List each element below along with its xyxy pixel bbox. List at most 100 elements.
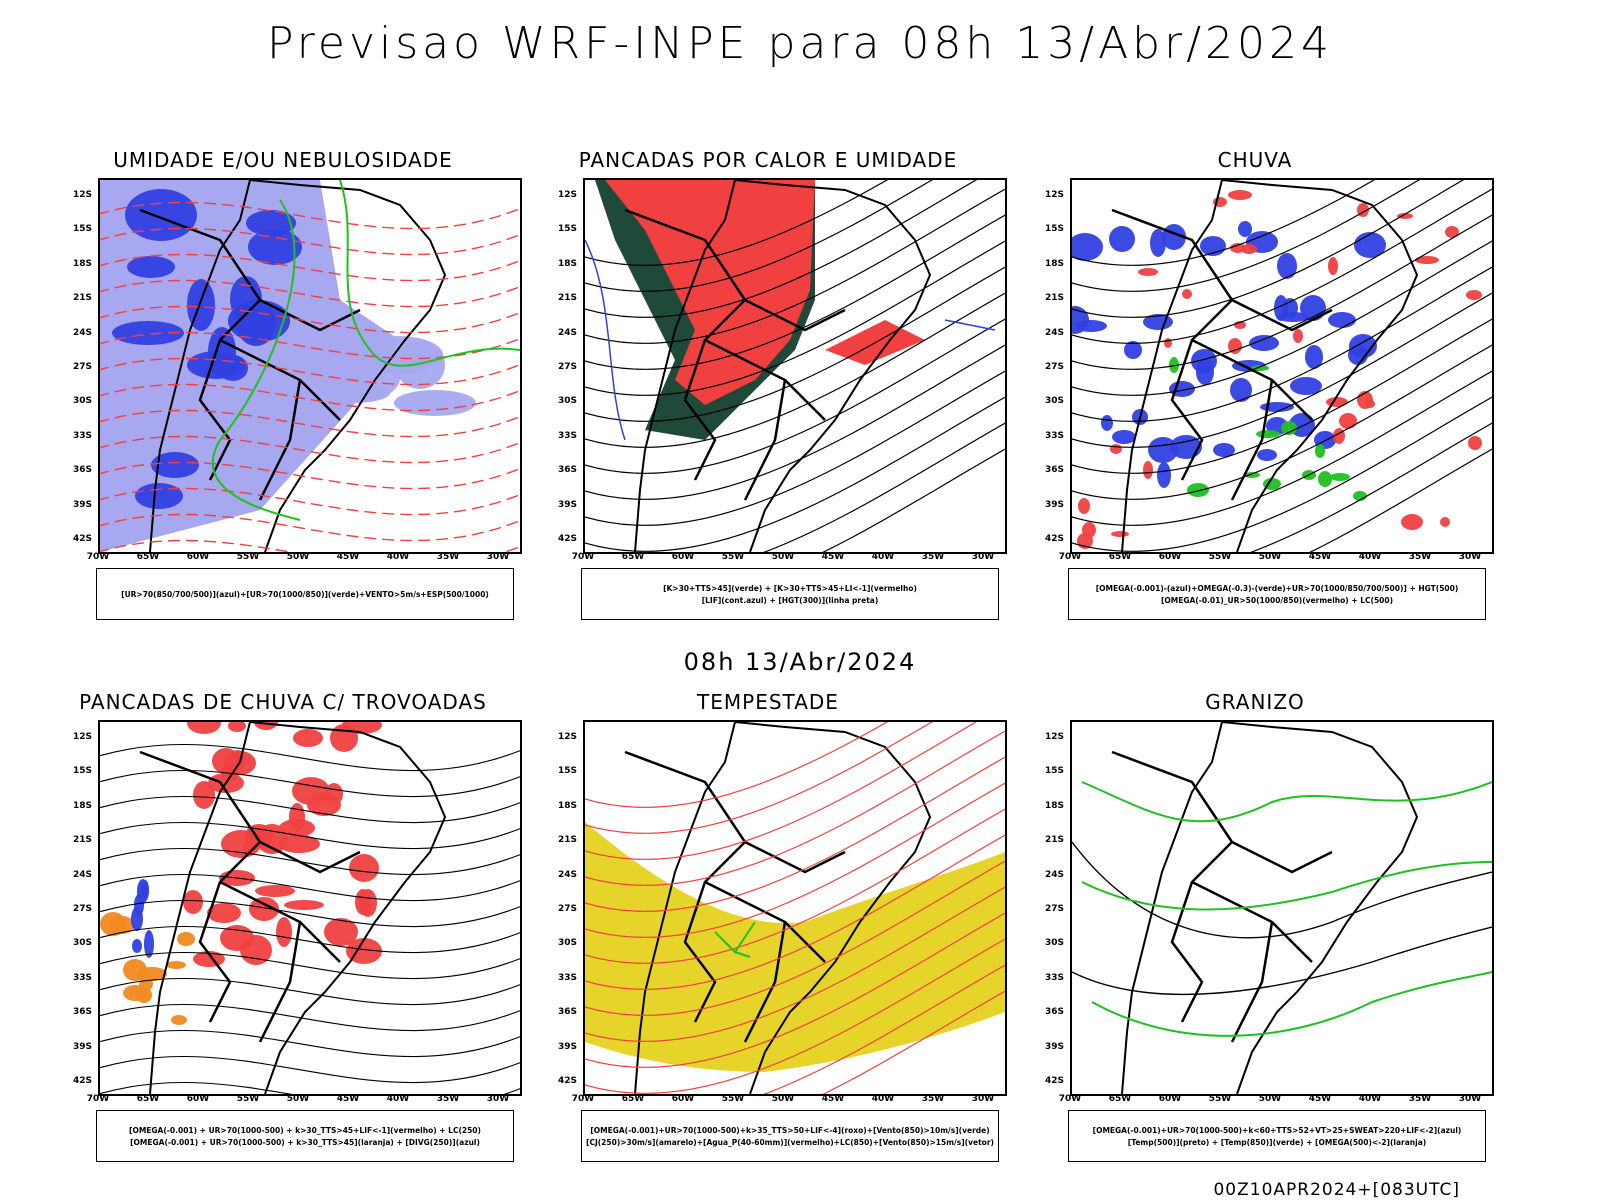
y-tick-label: 42S <box>557 1076 577 1086</box>
x-tick-label: 35W <box>1408 552 1432 562</box>
panel-legend: [OMEGA(-0.001)+UR>70(1000-500)+k<60+TTS>… <box>1068 1110 1486 1162</box>
y-tick-label: 24S <box>72 869 92 880</box>
y-tick-label: 12S <box>72 732 92 742</box>
y-tick-label: 30S <box>1044 396 1064 407</box>
y-tick-label: 15S <box>557 766 577 777</box>
x-tick-label: 40W <box>386 552 410 562</box>
y-tick-label: 18S <box>557 800 577 811</box>
panel-2: PANCADAS POR CALOR E UMIDADE 12S 15S 18S 21S… <box>533 148 1007 648</box>
x-tick-label: 55W <box>236 1094 260 1104</box>
legend-line-1: [OMEGA(-0.001)+UR>70(1000-500)+k<60+TTS>… <box>1092 1125 1462 1135</box>
y-tick-label: 15S <box>1044 224 1064 235</box>
panel-title: GRANIZO <box>1205 690 1305 714</box>
x-tick-label: 55W <box>1208 1094 1232 1104</box>
legend-line-2: [Temp(500)](preto) + [Temp(850)](verde) … <box>1127 1137 1427 1147</box>
x-tick-label: 40W <box>386 1094 410 1104</box>
x-tick-label: 35W <box>436 552 460 562</box>
panel-legend: [K>30+TTS>45](verde) + [K>30+TTS>45+LI<-… <box>581 568 999 620</box>
map-plot <box>1070 178 1494 554</box>
y-tick-label: 12S <box>1044 190 1064 200</box>
y-tick-label: 42S <box>1044 1076 1064 1086</box>
x-tick-label: 55W <box>236 552 260 562</box>
x-tick-label: 45W <box>821 1094 845 1104</box>
x-tick-label: 60W <box>1158 552 1182 562</box>
legend-line-2: [LIF](cont.azul) + [HGT(300)](linha pret… <box>701 595 879 605</box>
map-plot <box>1070 720 1494 1096</box>
y-tick-label: 42S <box>72 1076 92 1086</box>
y-tick-label: 15S <box>1044 766 1064 777</box>
y-tick-label: 15S <box>72 224 92 235</box>
x-tick-label: 30W <box>486 1094 510 1104</box>
panel-legend: [OMEGA(-0.001)+UR>70(1000-500)+k>35_TTS>… <box>581 1110 999 1162</box>
x-tick-label: 30W <box>1458 1094 1482 1104</box>
y-tick-label: 36S <box>72 1007 92 1018</box>
y-tick-label: 27S <box>1044 362 1064 372</box>
y-tick-label: 33S <box>557 972 577 983</box>
x-tick-label: 55W <box>721 552 745 562</box>
panel-4: PANCADAS DE CHUVA C/ TROVOADAS 12S 15S 18S 2… <box>48 690 522 1190</box>
y-tick-label: 21S <box>1044 293 1064 304</box>
x-tick-label: 50W <box>286 1094 310 1104</box>
map-canvas <box>1072 180 1492 552</box>
x-tick-label: 50W <box>771 552 795 562</box>
legend-line-2: [OMEGA(-0.01)_UR>50(1000/850)(vermelho) … <box>1160 595 1394 605</box>
x-tick-label: 35W <box>1408 1094 1432 1104</box>
y-tick-label: 12S <box>557 732 577 742</box>
x-tick-label: 65W <box>1108 1094 1132 1104</box>
y-tick-label: 39S <box>1044 1041 1064 1052</box>
x-tick-label: 45W <box>336 1094 360 1104</box>
map-canvas <box>1072 722 1492 1094</box>
x-tick-label: 60W <box>671 552 695 562</box>
x-tick-label: 50W <box>1258 552 1282 562</box>
y-tick-label: 27S <box>557 904 577 914</box>
y-tick-label: 21S <box>72 835 92 846</box>
panel-legend: [OMEGA(-0.001) + UR>70(1000-500) + k>30_… <box>96 1110 514 1162</box>
x-tick-label: 30W <box>971 1094 995 1104</box>
x-tick-label: 65W <box>621 1094 645 1104</box>
y-tick-label: 18S <box>1044 258 1064 269</box>
y-tick-label: 12S <box>557 190 577 200</box>
panel-3: CHUVA 12S 15S 18S 21S 24S 27S 30S 33S 36S 39S 42S 70… <box>1020 148 1494 648</box>
y-tick-label: 12S <box>72 190 92 200</box>
panel-title: UMIDADE E/OU NEBULOSIDADE <box>113 148 453 172</box>
map-plot <box>583 178 1007 554</box>
map-canvas <box>585 722 1005 1094</box>
y-tick-label: 33S <box>557 430 577 441</box>
y-tick-label: 39S <box>557 1041 577 1052</box>
panel-title: CHUVA <box>1217 148 1293 172</box>
y-tick-label: 21S <box>1044 835 1064 846</box>
x-tick-label: 70W <box>571 552 595 562</box>
x-tick-label: 45W <box>821 552 845 562</box>
y-tick-label: 15S <box>72 766 92 777</box>
main-title: Previsao WRF-INPE para 08h 13/Abr/2024 <box>266 18 1333 69</box>
y-tick-label: 27S <box>72 904 92 914</box>
x-tick-label: 50W <box>771 1094 795 1104</box>
map-canvas <box>585 180 1005 552</box>
x-tick-label: 65W <box>1108 552 1132 562</box>
x-tick-label: 55W <box>1208 552 1232 562</box>
y-tick-label: 33S <box>72 972 92 983</box>
y-tick-label: 42S <box>557 534 577 544</box>
y-tick-label: 42S <box>72 534 92 544</box>
valid-time-title: 08h 13/Abr/2024 <box>683 648 917 676</box>
x-tick-label: 60W <box>186 552 210 562</box>
y-tick-label: 24S <box>557 327 577 338</box>
y-tick-label: 18S <box>72 258 92 269</box>
y-tick-label: 12S <box>1044 732 1064 742</box>
y-tick-label: 27S <box>557 362 577 372</box>
y-tick-label: 27S <box>72 362 92 372</box>
map-plot <box>98 720 522 1096</box>
x-tick-label: 65W <box>621 552 645 562</box>
panel-1: UMIDADE E/OU NEBULOSIDADE 12S 15S 18S 21S 24S… <box>48 148 522 648</box>
x-tick-label: 70W <box>1058 1094 1082 1104</box>
y-tick-label: 33S <box>1044 972 1064 983</box>
x-tick-label: 50W <box>1258 1094 1282 1104</box>
y-tick-label: 30S <box>557 938 577 949</box>
y-tick-label: 21S <box>72 293 92 304</box>
x-tick-label: 65W <box>136 552 160 562</box>
y-tick-label: 39S <box>72 1041 92 1052</box>
y-tick-label: 30S <box>1044 938 1064 949</box>
map-plot <box>98 178 522 554</box>
x-tick-label: 45W <box>1308 1094 1332 1104</box>
x-tick-label: 70W <box>571 1094 595 1104</box>
